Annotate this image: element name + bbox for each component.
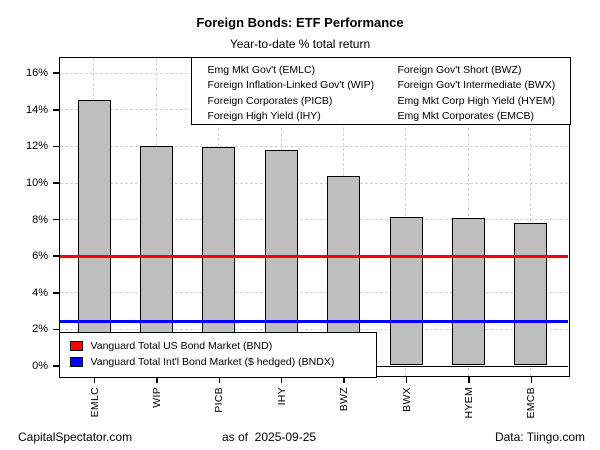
chart-title: Foreign Bonds: ETF Performance [196,15,404,30]
legend-row-bnd: Vanguard Total US Bond Market (BND) [60,339,376,353]
y-axis-tick [53,365,59,367]
h-gridline [60,292,568,294]
x-axis-label-PICB: PICB [213,387,226,413]
footer-source-site: CapitalSpectator.com [18,430,133,444]
x-axis-tick [468,377,470,383]
x-axis-label-EMCB: EMCB [525,387,538,419]
legend-item: Vanguard Total US Bond Market (BND) [90,339,273,352]
y-axis-label: 12% [25,140,48,153]
y-axis-label: 14% [25,103,48,116]
legend-item: Emg Mkt Gov't (EMLC) [207,63,316,76]
x-axis-tick [530,377,533,383]
bndx-color-swatch [69,356,83,367]
y-axis-label: 10% [25,177,48,189]
y-axis-tick [53,255,59,257]
x-axis-tick [405,377,408,383]
x-axis-label-BWX: BWX [400,387,413,412]
legend-item: Emg Mkt Corp High Yield (HYEM) [397,94,556,107]
y-axis-label: 16% [25,67,48,80]
x-axis-label-HYEM: HYEM [462,387,475,419]
footer: CapitalSpectator.com as of 2025-09-25 Da… [0,430,600,446]
y-axis-label: 0% [32,360,48,372]
bar-IHY [264,150,298,366]
h-gridline [60,328,568,330]
plot-area: Emg Mkt Gov't (EMLC) Foreign Inflation-L… [58,56,571,378]
legend-item: Emg Mkt Corporates (EMCB) [397,110,535,122]
y-axis-tick [53,292,59,294]
ref-line-bnd [60,255,568,258]
y-axis-tick [53,328,59,331]
etf-names-legend-column-1: Emg Mkt Gov't (EMLC) Foreign Inflation-L… [208,63,375,125]
legend-row-bndx: Vanguard Total Int'l Bond Market ($ hedg… [60,355,376,369]
legend-item: Foreign Inflation-Linked Gov't (WIP) [207,79,375,91]
x-axis-tick [93,377,96,383]
bar-EMLC [77,100,111,366]
legend-item: Foreign High Yield (IHY) [207,110,321,122]
y-axis-tick [53,109,59,111]
etf-names-legend-column-2: Foreign Gov't Short (BWZ) Foreign Gov't … [398,63,556,125]
h-gridline [60,219,568,221]
legend-item: Foreign Gov't Short (BWZ) [397,63,522,76]
x-axis-label-IHY: IHY [275,387,288,406]
y-axis-tick [53,145,59,148]
bnd-color-swatch [69,340,83,351]
x-axis-label-WIP: WIP [150,387,163,408]
etf-names-legend: Emg Mkt Gov't (EMLC) Foreign Inflation-L… [190,56,571,125]
legend-item: Foreign Corporates (PICB) [207,94,333,107]
chart-subtitle: Year-to-date % total return [229,37,371,51]
bar-HYEM [451,218,485,366]
legend-item: Vanguard Total Int'l Bond Market ($ hedg… [90,355,335,368]
v-gridline [405,58,407,376]
y-axis-tick [53,72,59,74]
h-gridline [60,145,568,147]
h-gridline [60,182,568,184]
bar-EMCB [514,222,548,366]
x-axis-tick [343,377,345,383]
y-axis-label: 8% [32,213,48,226]
y-axis-label: 4% [32,286,48,299]
x-axis-label-BWZ: BWZ [338,387,351,412]
benchmark-legend: Vanguard Total US Bond Market (BND) Vang… [58,331,377,378]
y-axis-tick [53,182,59,184]
ref-line-bndx [60,320,568,323]
x-axis-tick [218,377,221,383]
bar-BWX [389,217,423,366]
y-axis-label: 6% [32,250,48,263]
v-gridline [467,58,469,376]
y-axis-label: 2% [32,323,48,336]
legend-item: Foreign Gov't Intermediate (BWX) [397,79,556,91]
x-axis-tick [280,377,283,383]
footer-as-of-date: as of 2025-09-25 [222,430,317,444]
v-gridline [530,58,532,376]
x-axis-label-EMLC: EMLC [88,387,101,418]
x-axis-tick [156,377,158,383]
y-axis-tick [53,218,59,221]
footer-data-source: Data: Tiingo.com [494,430,585,444]
